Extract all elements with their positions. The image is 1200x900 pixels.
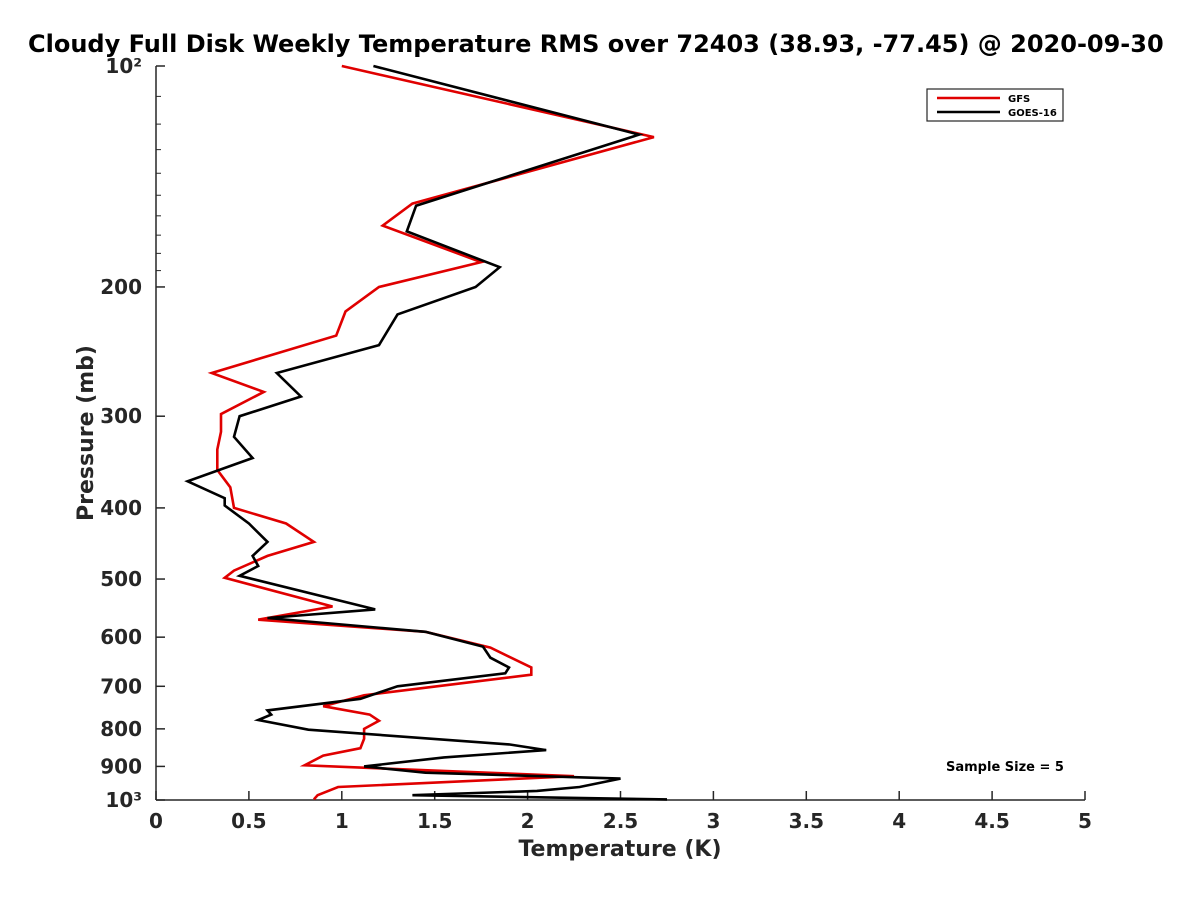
legend-box <box>926 88 1064 122</box>
y-axis-label: Pressure (mb) <box>74 345 99 521</box>
x-tick-label: 4 <box>892 809 906 833</box>
x-tick-label: 5 <box>1078 809 1092 833</box>
series-line-goes-16 <box>184 64 668 801</box>
sample-size-annotation: Sample Size = 5 <box>946 760 1064 775</box>
legend: GFS GOES-16 <box>926 88 1064 122</box>
y-tick-label: 400 <box>100 496 142 520</box>
chart-title: Cloudy Full Disk Weekly Temperature RMS … <box>28 30 1164 58</box>
x-tick-label: 3.5 <box>789 809 824 833</box>
x-tick-label: 2.5 <box>603 809 638 833</box>
y-tick-label: 600 <box>100 625 142 649</box>
legend-label: GOES-16 <box>1008 108 1057 119</box>
x-tick-label: 2 <box>521 809 535 833</box>
x-tick-label: 1 <box>335 809 349 833</box>
y-tick-label: 200 <box>100 275 142 299</box>
y-tick-label: 10² <box>105 54 142 78</box>
x-tick-label: 4.5 <box>974 809 1009 833</box>
x-tick-label: 3 <box>706 809 720 833</box>
x-axis-label: Temperature (K) <box>518 837 721 862</box>
series-line-gfs <box>207 64 655 801</box>
y-tick-label: 800 <box>100 717 142 741</box>
x-tick-label: 0.5 <box>231 809 266 833</box>
x-tick-label: 0 <box>149 809 163 833</box>
y-tick-label: 700 <box>100 674 142 698</box>
x-tick-label: 1.5 <box>417 809 452 833</box>
series-layer <box>184 64 668 801</box>
axes-group: 0 0.5 1 1.5 2 2.5 3 3.5 4 4.5 5 10² 200 300 400 500 600 7… <box>100 54 1092 833</box>
y-tick-label: 300 <box>100 404 142 428</box>
y-tick-label: 500 <box>100 567 142 591</box>
legend-label: GFS <box>1008 94 1030 105</box>
y-tick-label: 900 <box>100 754 142 778</box>
y-tick-label: 10³ <box>105 788 142 812</box>
